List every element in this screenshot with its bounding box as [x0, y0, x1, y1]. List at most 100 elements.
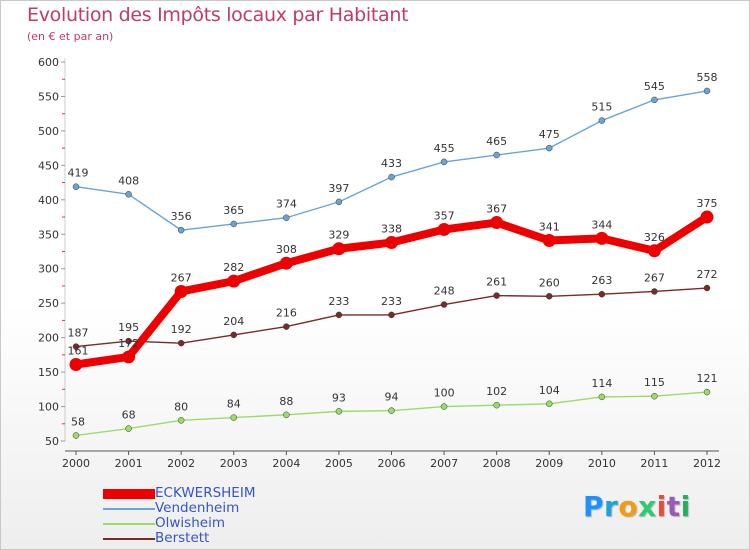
data-label-berstett: 263	[591, 274, 612, 287]
data-point-olwisheim	[230, 414, 237, 421]
data-point-berstett	[72, 343, 80, 350]
y-tick-label: 600	[38, 56, 59, 69]
x-tick-label: 2006	[378, 457, 406, 470]
data-label-eckwersheim: 338	[381, 223, 402, 236]
data-point-berstett	[703, 284, 711, 292]
data-point-vendenheim	[388, 173, 395, 181]
data-label-olwisheim: 93	[332, 391, 346, 404]
data-point-eckwersheim	[227, 274, 241, 288]
y-tick-label: 200	[38, 332, 59, 345]
data-point-vendenheim	[440, 158, 448, 166]
data-label-eckwersheim: 329	[328, 229, 349, 242]
data-point-eckwersheim	[595, 231, 609, 245]
data-point-eckwersheim	[490, 216, 504, 230]
y-tick-label: 100	[38, 401, 59, 414]
y-tick-label: 250	[38, 297, 59, 310]
data-label-vendenheim: 408	[118, 174, 139, 187]
data-point-berstett	[230, 331, 237, 339]
x-tick-label: 2002	[167, 457, 195, 470]
data-label-berstett: 233	[381, 295, 402, 308]
legend-swatch	[103, 538, 155, 540]
data-label-olwisheim: 104	[539, 384, 560, 397]
data-point-berstett	[335, 311, 343, 319]
legend-label: Olwisheim	[155, 515, 225, 531]
data-point-vendenheim	[283, 214, 290, 221]
chart-value-labels: 419 408 356 365 374 397 433 455 465 475 515 545 558 5…	[68, 71, 718, 429]
data-label-berstett: 195	[118, 321, 139, 334]
data-point-berstett	[177, 339, 185, 347]
x-tick-label: 2011	[640, 457, 668, 470]
logo-letter: i	[656, 490, 667, 523]
data-label-berstett: 233	[328, 295, 349, 308]
data-point-vendenheim	[703, 87, 711, 95]
data-point-eckwersheim	[647, 244, 661, 258]
data-label-vendenheim: 515	[591, 101, 612, 114]
data-point-vendenheim	[230, 220, 237, 228]
data-label-berstett: 192	[171, 323, 192, 336]
chart-axes: 50 100 150 200 250 300 350 400 450 500 550 600 2000 2…	[38, 56, 721, 470]
data-point-berstett	[125, 337, 132, 345]
data-point-olwisheim	[283, 411, 290, 419]
data-label-eckwersheim: 172	[118, 337, 139, 350]
data-label-olwisheim: 58	[71, 415, 85, 428]
legend-swatch	[103, 489, 155, 499]
data-point-vendenheim	[177, 226, 185, 234]
data-point-olwisheim	[388, 407, 395, 414]
data-label-eckwersheim: 344	[591, 218, 612, 231]
data-label-vendenheim: 419	[68, 167, 89, 180]
data-label-vendenheim: 455	[434, 142, 455, 155]
data-point-vendenheim	[651, 96, 658, 104]
y-tick-label: 350	[38, 228, 59, 241]
x-tick-label: 2012	[693, 457, 721, 470]
data-point-vendenheim	[493, 151, 500, 159]
logo-letter: x	[638, 490, 657, 523]
data-label-berstett: 216	[276, 307, 297, 320]
data-point-berstett	[493, 292, 500, 299]
y-tick-label: 450	[38, 159, 59, 172]
logo-letter: o	[618, 490, 639, 523]
data-point-eckwersheim	[122, 350, 136, 364]
data-label-olwisheim: 115	[644, 376, 665, 389]
data-label-berstett: 261	[486, 276, 507, 289]
data-point-olwisheim	[703, 388, 711, 396]
data-label-vendenheim: 356	[171, 210, 192, 223]
logo-letter: i	[680, 490, 691, 523]
data-label-vendenheim: 545	[644, 80, 665, 93]
y-tick-label: 150	[38, 366, 59, 379]
data-label-eckwersheim: 341	[539, 220, 560, 233]
data-point-olwisheim	[125, 425, 132, 432]
data-label-berstett: 187	[68, 327, 89, 340]
data-point-eckwersheim	[437, 222, 451, 236]
y-tick-label: 300	[38, 263, 59, 276]
data-point-olwisheim	[651, 392, 658, 400]
x-tick-label: 2008	[483, 457, 511, 470]
data-label-berstett: 267	[644, 271, 665, 284]
data-label-eckwersheim: 367	[486, 203, 507, 216]
legend-swatch	[103, 523, 155, 525]
legend-swatch	[103, 508, 155, 510]
data-point-eckwersheim	[700, 210, 714, 224]
data-point-eckwersheim	[332, 242, 346, 256]
data-label-eckwersheim: 282	[223, 261, 244, 274]
y-tick-label: 50	[45, 435, 59, 448]
x-tick-label: 2000	[62, 457, 90, 470]
data-point-olwisheim	[72, 432, 80, 439]
data-label-olwisheim: 121	[697, 372, 718, 385]
data-point-vendenheim	[598, 117, 606, 124]
data-label-olwisheim: 94	[385, 391, 399, 404]
data-point-eckwersheim	[174, 284, 188, 298]
data-label-vendenheim: 374	[276, 198, 297, 211]
data-point-olwisheim	[598, 393, 606, 401]
x-tick-label: 2010	[588, 457, 616, 470]
data-label-berstett: 260	[539, 276, 560, 289]
proxiti-logo: Proxiti	[583, 490, 691, 523]
legend-label: Vendenheim	[155, 500, 240, 516]
legend-label: ECKWERSHEIM	[155, 485, 256, 501]
data-point-berstett	[598, 290, 606, 298]
y-tick-label: 550	[38, 90, 59, 103]
data-point-olwisheim	[440, 403, 448, 410]
data-label-eckwersheim: 375	[697, 197, 718, 210]
x-tick-label: 2003	[220, 457, 248, 470]
